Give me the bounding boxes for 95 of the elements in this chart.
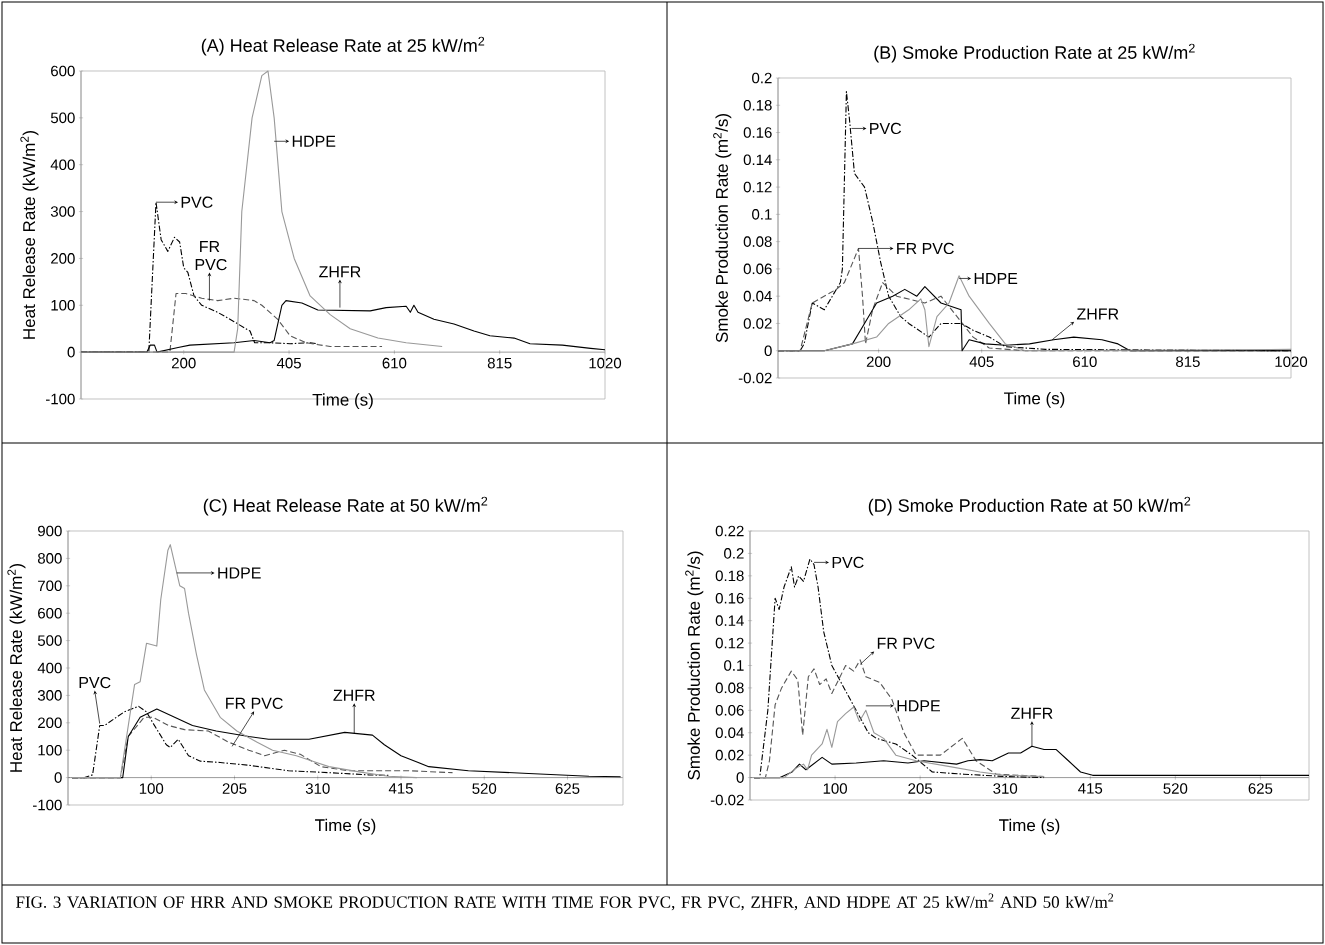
x-tick-label: 815 [1176,356,1200,367]
x-tick-label: 415 [1078,783,1103,794]
annotation: HDPE [974,272,1018,284]
y-tick-label: 400 [50,159,75,171]
y-axis-title: Smoke Production Rate (m$^{2}$/s) [685,551,704,780]
annotation: ZHFR [1011,707,1053,719]
x-tick-label: 1020 [589,357,622,369]
y-tick-label: 0.08 [743,236,772,247]
x-tick-label: 405 [276,357,301,369]
y-tick-label: -0.02 [710,794,744,806]
y-tick-label: 0.08 [715,682,744,694]
annotation: PVC [870,122,902,135]
y-tick-label: 0.1 [752,209,772,220]
chart-title: (A) Heat Release Rate at 25 kW/m$^{2}$ [201,36,485,56]
chart-title: (C) Heat Release Rate at 50 kW/m$^{2}$ [203,496,488,516]
x-tick-label: 1020 [1275,356,1308,367]
y-tick-label: 400 [37,662,62,674]
y-axis-title: Heat Release Rate (kW/m$^{2}$) [7,563,26,772]
x-tick-label: 100 [139,783,164,794]
y-tick-label: 0.1 [724,660,744,671]
y-tick-label: 0.2 [724,548,744,559]
y-tick-label: 300 [50,206,75,217]
y-tick-label: 300 [37,690,62,701]
y-tick-label: 600 [51,65,75,77]
x-tick-label: 415 [388,783,413,794]
y-axis-title: Heat Release Rate (kW/m$^{2}$) [20,130,39,339]
y-tick-label: 0.12 [715,637,744,649]
chart-title: (B) Smoke Production Rate at 25 kW/m$^{2}$ [874,43,1195,63]
x-axis-title: Time (s) [312,393,373,410]
x-tick-label: 610 [1073,356,1097,367]
y-tick-label: 0 [736,772,744,783]
y-tick-label: 0.18 [715,570,744,582]
x-tick-label: 100 [823,783,847,794]
y-tick-label: 0.06 [743,263,772,275]
y-tick-label: 0 [54,772,62,783]
y-tick-label: 200 [38,717,62,729]
annotation: ZHFR [1076,308,1119,320]
y-tick-label: 0.04 [715,727,744,739]
annotation: ZHFR [319,266,361,278]
y-tick-label: 0.04 [743,290,772,302]
y-tick-label: 0.14 [715,615,744,626]
y-tick-label: 500 [37,635,62,646]
annotation: FR PVC [877,637,935,650]
x-axis-title: Time (s) [1004,391,1065,408]
y-tick-label: 0.12 [743,181,772,193]
annotation: HDPE [292,135,336,147]
x-tick-label: 520 [1163,783,1188,794]
y-tick-label: 0.06 [715,705,744,716]
annotation: HDPE [218,567,261,579]
x-tick-label: 520 [472,783,497,794]
annotation: PVC [181,196,213,208]
y-tick-label: 600 [38,607,62,619]
y-tick-label: 800 [37,553,62,564]
y-tick-label: 0 [764,345,772,357]
x-tick-label: 205 [222,783,247,794]
x-axis-title: Time (s) [315,818,376,835]
annotation: FR PVC [897,242,954,255]
x-axis-title: Time (s) [999,818,1060,835]
y-tick-label: 0.14 [743,154,772,166]
y-tick-label: 100 [38,744,62,756]
y-tick-label: 500 [50,112,75,124]
x-tick-label: 610 [382,357,407,369]
x-tick-label: 200 [866,356,891,367]
x-tick-label: 310 [305,783,330,794]
y-tick-label: 0 [67,346,75,358]
annotation: PVC [832,556,864,569]
x-tick-label: 625 [1248,783,1273,794]
y-tick-label: 0.16 [715,592,744,604]
y-tick-label: -100 [32,799,62,811]
x-tick-label: 815 [487,357,512,369]
y-tick-label: 0.18 [743,99,772,111]
annotation: FR PVC [226,697,283,710]
y-tick-label: -100 [45,393,75,405]
x-tick-label: 310 [993,783,1018,794]
x-tick-label: 405 [969,356,994,367]
y-tick-label: 0.02 [743,318,772,329]
annotation: HDPE [897,700,940,712]
y-tick-label: 700 [38,580,62,592]
x-tick-label: 200 [171,357,196,369]
y-tick-label: 0.22 [715,525,744,537]
caption: FIG. 3 VARIATION OF HRR AND SMOKE PRODUCTION RATE WITH TIME FOR PVC, FR PVC, ZHFR, AND HDPE AT 25 kW/m$^{2}$ AND 50 kW/m$^{2}$ [16,893,1114,911]
y-tick-label: 100 [51,299,75,311]
annotation: PVC [79,676,111,689]
x-tick-label: 205 [908,783,933,794]
y-tick-label: -0.02 [738,372,772,384]
y-tick-label: 0.16 [743,127,772,138]
x-tick-label: 625 [555,783,580,794]
annotation: ZHFR [333,689,375,701]
annotation: FR PVC [195,241,227,271]
y-tick-label: 0.02 [715,749,744,761]
chart-title: (D) Smoke Production Rate at 50 kW/m$^{2}$ [868,496,1191,516]
y-tick-label: 0.2 [752,72,772,84]
y-tick-label: 200 [51,253,75,264]
y-axis-title: Smoke Production Rate (m$^{2}$/s) [713,114,732,343]
y-tick-label: 900 [38,525,62,537]
